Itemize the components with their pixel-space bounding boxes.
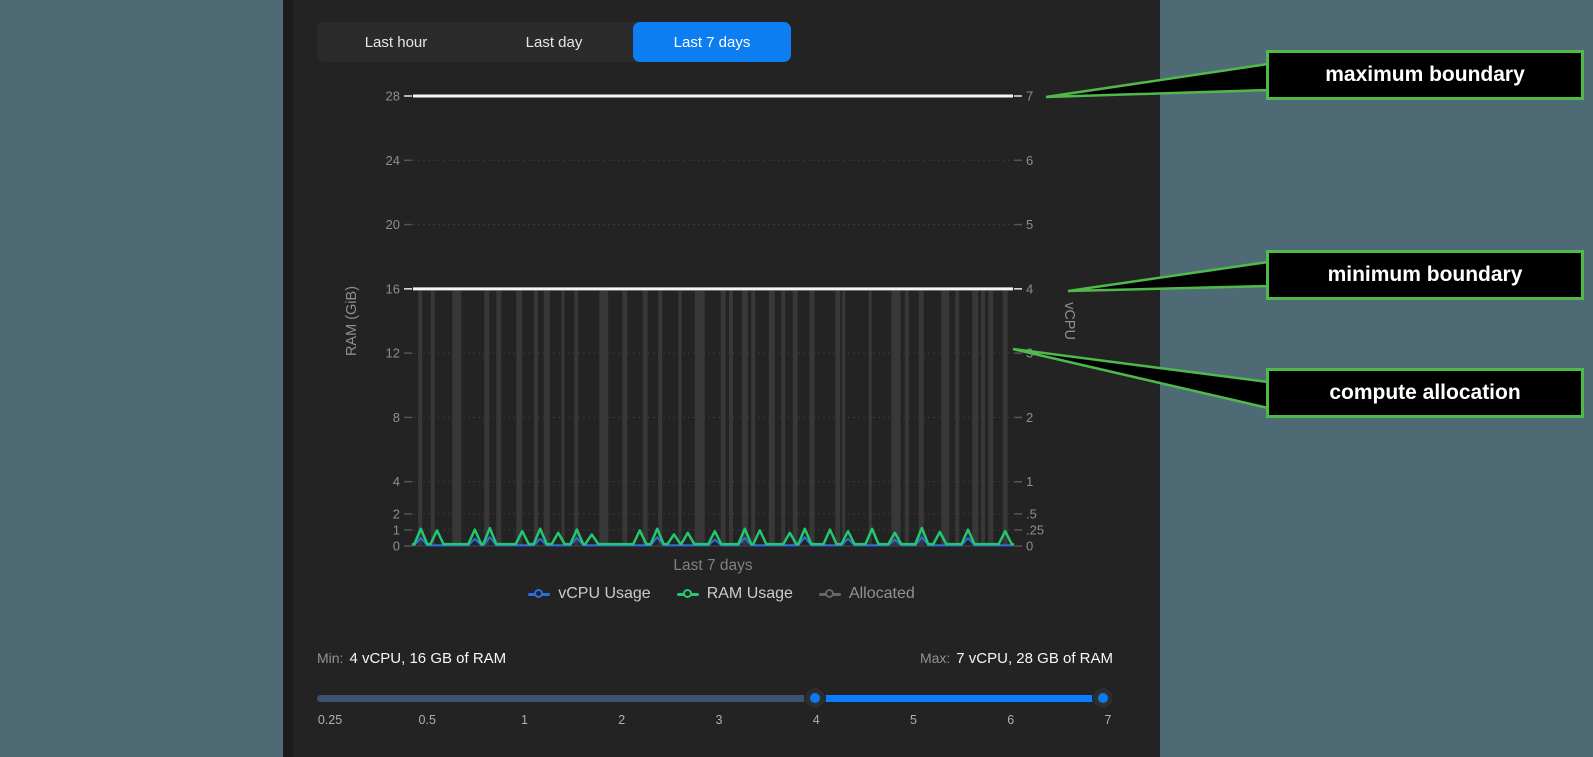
svg-text:1: 1 (1026, 474, 1033, 489)
ram-usage-marker-icon (676, 589, 699, 598)
tab-last-7-days[interactable]: Last 7 days (633, 22, 791, 62)
callout-maximum-boundary: maximum boundary (1266, 50, 1584, 100)
svg-text:7: 7 (1026, 89, 1033, 104)
svg-text:4: 4 (1026, 281, 1033, 296)
svg-text:16: 16 (386, 281, 400, 296)
svg-text:28: 28 (386, 89, 400, 104)
svg-text:2: 2 (393, 506, 400, 521)
svg-text:3: 3 (1026, 346, 1033, 361)
svg-text:1: 1 (393, 522, 400, 537)
slider-min-handle[interactable] (804, 687, 826, 709)
svg-text:24: 24 (386, 153, 400, 168)
slider-tick-label: 2 (618, 713, 626, 727)
svg-text:5: 5 (1026, 217, 1033, 232)
tab-last-day[interactable]: Last day (525, 33, 583, 51)
slider-tick-label: 7 (1104, 713, 1112, 727)
slider-track[interactable] (317, 695, 1103, 702)
slider-max-handle[interactable] (1092, 687, 1114, 709)
max-value: 7 vCPU, 28 GB of RAM (956, 650, 1113, 667)
min-value: 4 vCPU, 16 GB of RAM (349, 650, 507, 667)
slider-tick-label: 0.25 (317, 713, 343, 727)
legend-label: RAM Usage (706, 585, 793, 602)
max-label: Max: (919, 650, 951, 666)
svg-text:vCPU: vCPU (1061, 302, 1077, 340)
svg-text:8: 8 (393, 410, 400, 425)
svg-text:12: 12 (386, 346, 400, 361)
slider-tick-label: 1 (521, 713, 528, 727)
svg-text:Last 7 days: Last 7 days (673, 557, 753, 574)
svg-text:2: 2 (1026, 410, 1033, 425)
slider-tick-labels: 0.25 0.5 1 2 3 4 5 6 7 (317, 713, 1117, 731)
svg-text:.5: .5 (1026, 506, 1037, 521)
callout-compute-allocation: compute allocation (1266, 368, 1584, 418)
min-label: Min: (317, 650, 344, 666)
callout-minimum-boundary: minimum boundary (1266, 250, 1584, 300)
slider-selected-range[interactable] (815, 695, 1103, 702)
svg-text:0: 0 (1026, 539, 1033, 554)
compute-limits-row: Min: 4 vCPU, 16 GB of RAM Max: 7 vCPU, 28 … (317, 650, 1113, 672)
compute-size-slider[interactable] (317, 687, 1114, 709)
tab-last-hour[interactable]: Last hour (364, 33, 428, 51)
slider-tick-label: 5 (910, 713, 917, 727)
legend-item-vcpu-usage[interactable]: vCPU Usage (528, 585, 651, 603)
svg-text:6: 6 (1026, 153, 1033, 168)
svg-text:20: 20 (386, 217, 400, 232)
vcpu-usage-marker-icon (528, 589, 551, 598)
slider-tick-label: 6 (1007, 713, 1015, 727)
time-range-tabgroup: Last hour Last day Last 7 days (317, 22, 791, 62)
svg-text:4: 4 (393, 474, 400, 489)
legend-label: vCPU Usage (558, 585, 651, 602)
slider-tick-label: 0.5 (418, 713, 436, 727)
svg-text:RAM (GiB): RAM (GiB) (344, 286, 360, 356)
chart-legend: vCPU Usage RAM Usage Allocated (283, 583, 1160, 605)
min-compute-readout: Min: 4 vCPU, 16 GB of RAM (317, 650, 506, 667)
max-compute-readout: Max: 7 vCPU, 28 GB of RAM (920, 650, 1113, 667)
panel-left-edge (283, 0, 293, 757)
svg-text:0: 0 (393, 539, 400, 554)
metrics-panel: Last hour Last day Last 7 days 28 24 20 16 1… (283, 0, 1160, 757)
legend-label: Allocated (848, 585, 915, 602)
slider-tick-label: 3 (715, 713, 723, 727)
svg-text:.25: .25 (1026, 522, 1044, 537)
legend-item-allocated[interactable]: Allocated (818, 585, 915, 603)
allocated-marker-icon (818, 589, 841, 598)
slider-tick-label: 4 (812, 713, 820, 727)
legend-item-ram-usage[interactable]: RAM Usage (676, 585, 793, 603)
